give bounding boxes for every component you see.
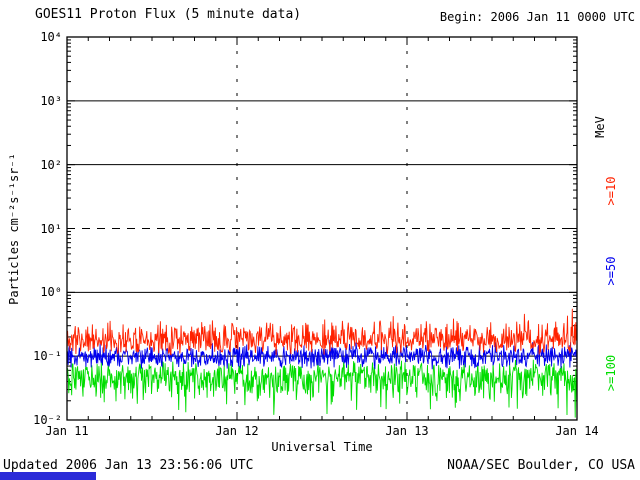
x-tick-label: Jan 14 xyxy=(555,424,599,438)
y-tick-label: 10² xyxy=(40,157,62,172)
footer-bar-fragment xyxy=(0,472,96,480)
updated-timestamp: Updated 2006 Jan 13 23:56:06 UTC xyxy=(3,458,254,473)
credit-label: NOAA/SEC Boulder, CO USA xyxy=(447,458,635,473)
y-tick-label: 10⁻² xyxy=(33,413,62,427)
y-tick-label: 10⁻¹ xyxy=(33,349,62,364)
x-tick-label: Jan 13 xyxy=(385,424,429,438)
x-axis-label: Universal Time xyxy=(271,440,373,454)
chart-title: GOES11 Proton Flux (5 minute data) xyxy=(35,7,302,22)
y-tick-label: 10⁴ xyxy=(40,30,62,44)
x-tick-label: Jan 11 xyxy=(45,424,89,438)
y-tick-label: 10¹ xyxy=(40,221,62,236)
x-tick-label: Jan 12 xyxy=(215,424,259,438)
begin-time-label: Begin: 2006 Jan 11 0000 UTC xyxy=(439,10,635,24)
right-axis-label-100: >=100 xyxy=(604,354,618,392)
y-tick-label: 10⁰ xyxy=(40,285,62,300)
y-tick-label: 10³ xyxy=(40,93,62,108)
